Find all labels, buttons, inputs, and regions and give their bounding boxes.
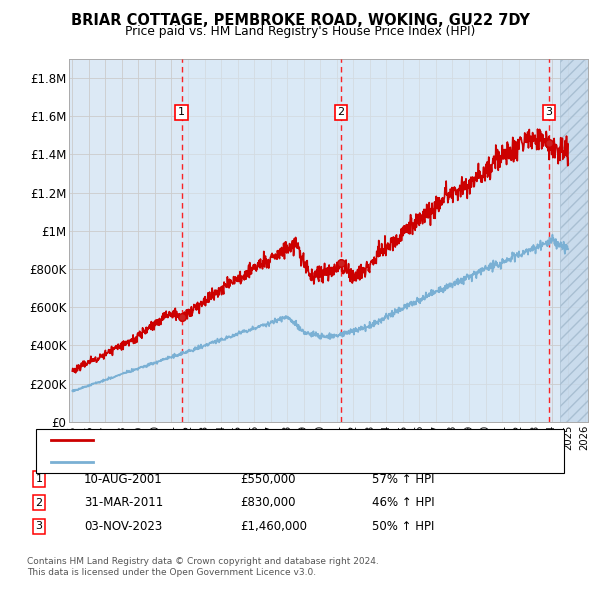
Text: 2: 2	[337, 107, 344, 117]
Text: £830,000: £830,000	[240, 496, 296, 509]
Text: HPI: Average price, detached house, Woking: HPI: Average price, detached house, Woki…	[99, 457, 341, 467]
Bar	[341, 59, 549, 422]
Text: 57% ↑ HPI: 57% ↑ HPI	[372, 473, 434, 486]
Bar	[182, 59, 341, 422]
Text: This data is licensed under the Open Government Licence v3.0.: This data is licensed under the Open Gov…	[27, 568, 316, 577]
Text: 3: 3	[35, 522, 43, 531]
Text: £550,000: £550,000	[240, 473, 296, 486]
Text: 10-AUG-2001: 10-AUG-2001	[84, 473, 163, 486]
Text: Price paid vs. HM Land Registry's House Price Index (HPI): Price paid vs. HM Land Registry's House …	[125, 25, 475, 38]
Text: 1: 1	[178, 107, 185, 117]
Text: BRIAR COTTAGE, PEMBROKE ROAD, WOKING, GU22 7DY (detached house): BRIAR COTTAGE, PEMBROKE ROAD, WOKING, GU…	[99, 435, 505, 445]
Text: £1,460,000: £1,460,000	[240, 520, 307, 533]
Text: 2: 2	[35, 498, 43, 507]
Text: Contains HM Land Registry data © Crown copyright and database right 2024.: Contains HM Land Registry data © Crown c…	[27, 558, 379, 566]
Text: BRIAR COTTAGE, PEMBROKE ROAD, WOKING, GU22 7DY: BRIAR COTTAGE, PEMBROKE ROAD, WOKING, GU…	[71, 13, 529, 28]
Text: 46% ↑ HPI: 46% ↑ HPI	[372, 496, 434, 509]
Bar	[560, 59, 588, 422]
Text: 50% ↑ HPI: 50% ↑ HPI	[372, 520, 434, 533]
Text: 31-MAR-2011: 31-MAR-2011	[84, 496, 163, 509]
Text: 03-NOV-2023: 03-NOV-2023	[84, 520, 162, 533]
Text: 3: 3	[545, 107, 553, 117]
Text: 1: 1	[35, 474, 43, 484]
